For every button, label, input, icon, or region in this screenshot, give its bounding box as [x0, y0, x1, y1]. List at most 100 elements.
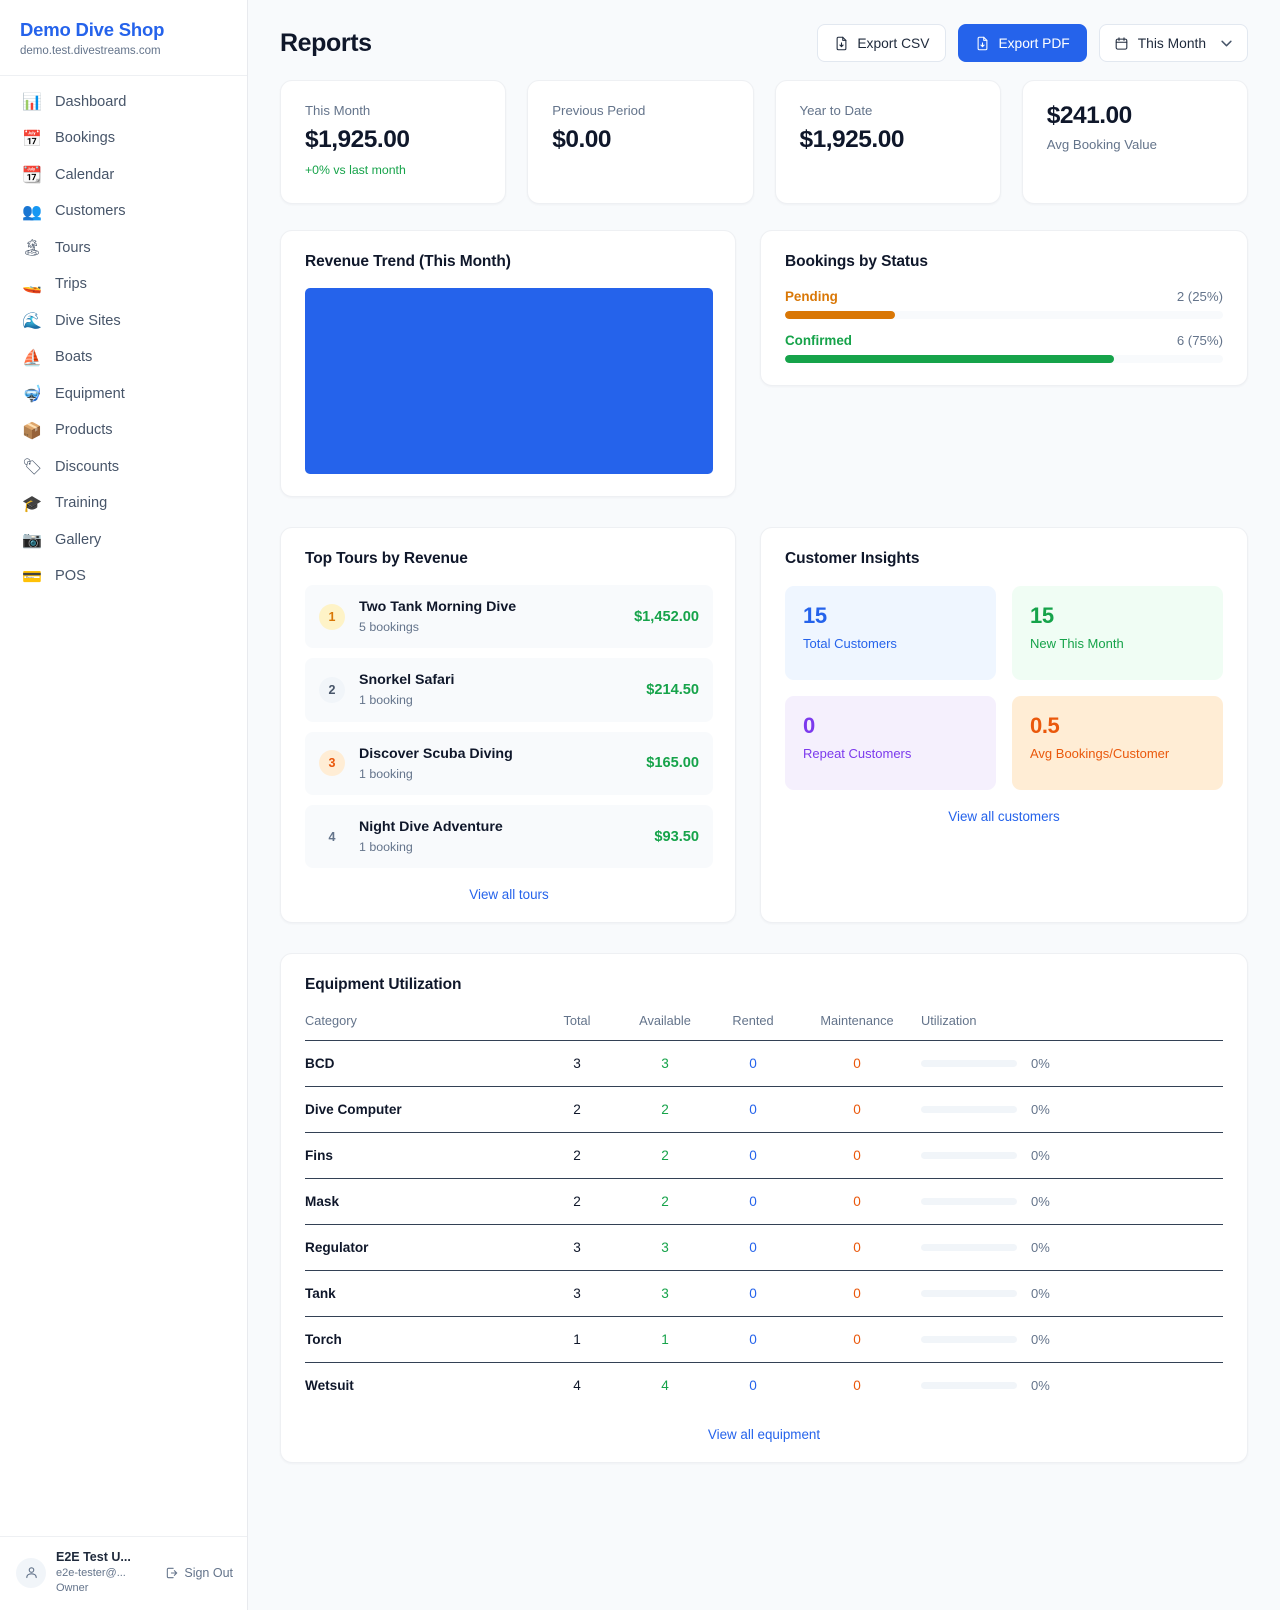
sidebar-spacer [0, 599, 247, 1536]
sidebar-item-pos[interactable]: 💳 POS [0, 559, 247, 596]
insight-value: 0 [803, 713, 815, 738]
column-header: Category [305, 1009, 537, 1042]
sidebar-item-boats[interactable]: ⛵ Boats [0, 340, 247, 377]
view-all-customers-link[interactable]: View all customers [948, 809, 1060, 824]
equipment-available: 2 [625, 1178, 713, 1226]
sidebar-item-customers[interactable]: 👥 Customers [0, 194, 247, 231]
brand-block[interactable]: Demo Dive Shop demo.test.divestreams.com [0, 0, 247, 77]
sidebar-item-dashboard[interactable]: 📊 Dashboard [0, 84, 247, 121]
equipment-category: BCD [305, 1040, 537, 1088]
sidebar-item-label: Trips [55, 276, 87, 293]
utilization-percent: 0% [1031, 1240, 1050, 1256]
brand-name: Demo Dive Shop [20, 19, 165, 40]
export-csv-button[interactable]: Export CSV [817, 24, 947, 62]
tour-info: Snorkel Safari 1 booking [359, 671, 632, 708]
view-all-tours-link[interactable]: View all tours [469, 887, 549, 903]
column-header: Total [537, 1009, 625, 1042]
sidebar-item-tours[interactable]: 🏝 Tours [0, 230, 247, 267]
utilization-track [921, 1198, 1017, 1206]
equipment-maintenance: 0 [801, 1270, 921, 1318]
equipment-rented: 0 [713, 1132, 801, 1180]
equipment-utilization-cell: 0% [921, 1363, 1223, 1409]
insight-tile: 15 Total Customers [785, 586, 996, 680]
equipment-total: 3 [537, 1270, 625, 1318]
date-range-select[interactable]: This Month [1098, 24, 1248, 62]
equipment-rented: 0 [713, 1040, 801, 1088]
sidebar-nav: 📊 Dashboard 📅 Bookings 📆 Calendar 👥 Customers 🏝 T… [0, 76, 247, 599]
revenue-trend-chart [305, 288, 713, 474]
tour-rank-badge: 4 [328, 829, 336, 844]
kpi-card: This Month $1,925.00 +0% vs last month [280, 80, 507, 204]
island-icon: 🏝 [22, 238, 43, 258]
sidebar-item-label: Products [55, 422, 113, 439]
sidebar-item-calendar[interactable]: 📆 Calendar [0, 157, 247, 194]
insight-label: Total Customers [803, 636, 897, 652]
equipment-maintenance: 0 [801, 1040, 921, 1088]
equipment-rented: 0 [713, 1316, 801, 1364]
top-tours-card: Top Tours by Revenue 1 Two Tank Morning D… [280, 527, 736, 924]
equipment-maintenance: 0 [801, 1086, 921, 1134]
tour-row[interactable]: 1 Two Tank Morning Dive 5 bookings $1,452.0… [305, 585, 713, 649]
status-label: Pending [785, 289, 838, 304]
tour-info: Discover Scuba Diving 1 booking [359, 745, 632, 782]
tour-row[interactable]: 3 Discover Scuba Diving 1 booking $165.00 [305, 731, 713, 795]
calendar-17-icon: 📅 [22, 128, 42, 148]
equipment-utilization-cell: 0% [921, 1178, 1223, 1226]
package-icon: 📦 [22, 420, 42, 440]
export-pdf-button[interactable]: Export PDF [958, 24, 1087, 62]
view-all-equipment-link[interactable]: View all equipment [707, 1427, 821, 1443]
table-row: Fins 2 2 0 0 0% [305, 1132, 1223, 1180]
sidebar-item-equipment[interactable]: 🤿 Equipment [0, 376, 247, 413]
tour-revenue: $165.00 [646, 755, 699, 772]
status-row: Pending 2 (25%) [785, 289, 1223, 319]
sidebar-item-discounts[interactable]: 🏷 Discounts [0, 449, 247, 486]
tour-bookings-count: 5 bookings [359, 620, 419, 635]
utilization-wrap: 0% [921, 1194, 1215, 1209]
equipment-maintenance: 0 [801, 1132, 921, 1180]
equipment-total: 2 [537, 1086, 625, 1134]
table-row: Mask 2 2 0 0 0% [305, 1178, 1223, 1226]
equipment-category: Dive Computer [305, 1086, 537, 1134]
insight-tile: 0 Repeat Customers [785, 696, 996, 790]
utilization-track [921, 1244, 1017, 1252]
table-row: Tank 3 3 0 0 0% [305, 1270, 1223, 1318]
sidebar-item-products[interactable]: 📦 Products [0, 413, 247, 450]
utilization-percent: 0% [1031, 1194, 1050, 1210]
utilization-percent: 0% [1031, 1378, 1050, 1394]
utilization-wrap: 0% [921, 1378, 1215, 1393]
main-content: Reports Export CSV Export PDF [248, 0, 1280, 1610]
sidebar-item-bookings[interactable]: 📅 Bookings [0, 121, 247, 158]
status-count: 2 (25%) [1176, 289, 1223, 304]
equipment-available: 3 [625, 1270, 713, 1318]
tour-row[interactable]: 4 Night Dive Adventure 1 booking $93.50 [305, 804, 713, 869]
tag-icon: 🏷 [22, 457, 43, 477]
utilization-track [921, 1060, 1017, 1068]
utilization-track [921, 1290, 1017, 1298]
equipment-available: 4 [661, 1378, 669, 1394]
status-head: Confirmed 6 (75%) [785, 333, 1223, 348]
sidebar-item-gallery[interactable]: 📷 Gallery [0, 522, 247, 559]
sidebar-item-training[interactable]: 🎓 Training [0, 486, 247, 523]
table-row: Regulator 3 3 0 0 0% [305, 1224, 1223, 1272]
sidebar-item-label: Tours [55, 239, 91, 256]
equipment-category: Fins [305, 1132, 537, 1180]
utilization-wrap: 0% [921, 1056, 1215, 1071]
insight-tile: 15 New This Month [1012, 586, 1223, 680]
equipment-category: Wetsuit [305, 1378, 354, 1394]
tour-rank-badge: 2 [319, 676, 345, 703]
equipment-category: Regulator [305, 1224, 537, 1272]
sailboat-icon: ⛵ [22, 347, 42, 367]
table-row: Torch 1 1 0 0 0% [305, 1316, 1223, 1364]
sign-out-label: Sign Out [184, 1565, 233, 1580]
equipment-utilization-cell: 0% [921, 1224, 1223, 1272]
equipment-total: 2 [537, 1178, 625, 1226]
kpi-label: Year to Date [799, 103, 873, 118]
tour-row[interactable]: 2 Snorkel Safari 1 booking $214.50 [305, 658, 713, 722]
top-tours-title: Top Tours by Revenue [305, 550, 468, 567]
sidebar-item-trips[interactable]: 🚤 Trips [0, 267, 247, 304]
customer-insights-title: Customer Insights [785, 550, 920, 567]
page-header: Reports Export CSV Export PDF [280, 0, 1248, 80]
sign-out-button[interactable]: Sign Out [165, 1566, 233, 1580]
sidebar-item-dive-sites[interactable]: 🌊 Dive Sites [0, 303, 247, 340]
